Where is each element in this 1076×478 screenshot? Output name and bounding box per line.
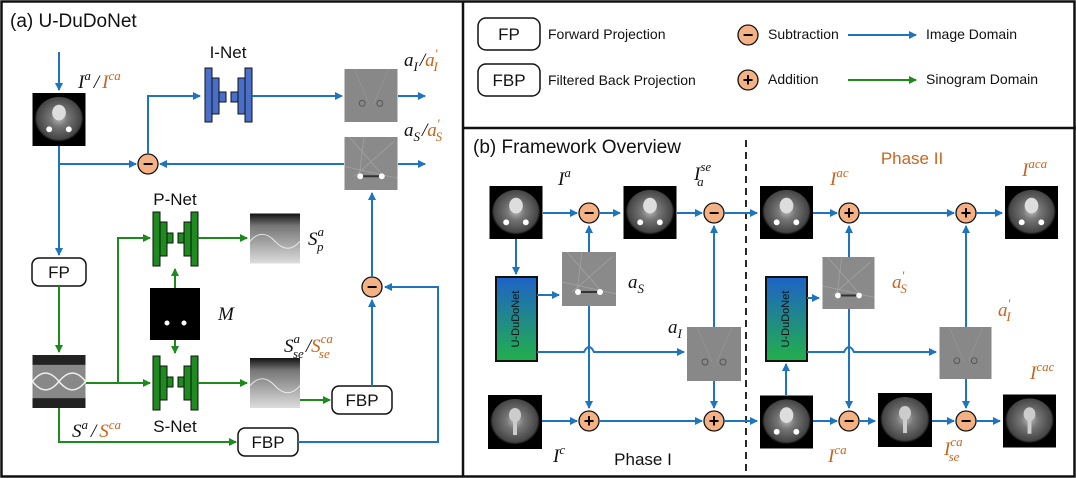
icase-image bbox=[878, 393, 932, 447]
ic-image bbox=[488, 395, 542, 449]
legend-fp-text: Forward Projection bbox=[548, 26, 666, 42]
plus-symbol: + bbox=[709, 411, 720, 431]
ai2-label: a′ I bbox=[998, 296, 1011, 324]
ic-label: Ic bbox=[552, 442, 565, 467]
ududonet-label-2: U-DuDoNet bbox=[780, 291, 792, 348]
legend-fp-box-label: FP bbox=[498, 25, 520, 44]
fbp-label-1: FBP bbox=[345, 391, 378, 410]
legend-fbp-box-label: FBP bbox=[492, 71, 525, 90]
as-label: aS bbox=[628, 272, 645, 296]
sinogram-sp-image bbox=[250, 213, 300, 264]
legend-add-text: Addition bbox=[768, 71, 819, 87]
as2-label: a′ S bbox=[892, 268, 907, 296]
inet-block bbox=[204, 67, 253, 123]
iac-label: Iac bbox=[829, 165, 849, 190]
fbp-box-1 bbox=[331, 385, 393, 415]
legend-minus-symbol: − bbox=[743, 25, 754, 45]
iaca-image bbox=[1005, 186, 1058, 239]
input-label: Ia / Ica bbox=[77, 68, 121, 93]
snet-block bbox=[152, 355, 199, 411]
as2-image bbox=[822, 257, 875, 309]
legend: FP Forward Projection FBP Filtered Back … bbox=[477, 17, 1038, 97]
mask-image bbox=[150, 288, 200, 340]
input-sinogram-image bbox=[32, 355, 86, 408]
iaca-label: Iaca bbox=[1021, 156, 1048, 181]
plus-symbol: + bbox=[584, 411, 595, 431]
aS-label: aS/a′ S bbox=[404, 116, 443, 144]
artifact-image-aI bbox=[344, 69, 398, 122]
ica-label: Ica bbox=[827, 442, 847, 467]
minus-symbol: − bbox=[143, 154, 154, 174]
panel-b-title: (b) Framework Overview bbox=[473, 137, 681, 158]
ia-label: Ia bbox=[557, 165, 571, 190]
minus-symbol: − bbox=[709, 203, 720, 223]
minus-symbol: − bbox=[584, 203, 595, 223]
legend-subtraction-icon bbox=[737, 24, 759, 46]
ai2-image bbox=[939, 327, 992, 379]
minus-symbol: − bbox=[844, 411, 855, 431]
plus-symbol: + bbox=[844, 203, 855, 223]
fp-label: FP bbox=[48, 263, 70, 282]
minus-symbol: − bbox=[961, 411, 972, 431]
iac-image bbox=[760, 186, 813, 239]
ududonet-block-2 bbox=[765, 276, 808, 362]
legend-addition-icon bbox=[737, 69, 759, 91]
panel-b: (b) Framework Overview Phase II Phase I … bbox=[473, 137, 1058, 476]
input-ct-image bbox=[32, 93, 86, 146]
panel-a: (a) U-DuDoNet Ia / Ica − I-Net aI/a′ I aS/a… bbox=[10, 11, 443, 457]
pnet-block bbox=[152, 211, 199, 267]
phase2-label: Phase II bbox=[881, 149, 943, 168]
legend-fbp-text: Filtered Back Projection bbox=[548, 72, 696, 88]
phase1-label: Phase I bbox=[614, 450, 672, 469]
inet-label: I-Net bbox=[210, 43, 247, 62]
legend-fbp-box bbox=[477, 63, 541, 97]
artifact-image-aS bbox=[344, 137, 398, 190]
snet-label: S-Net bbox=[153, 417, 197, 436]
iase-image bbox=[623, 186, 677, 239]
sse-label: Sa se/Sca se bbox=[284, 331, 333, 361]
ai-label: aI bbox=[668, 317, 683, 341]
ududonet-label-1: U-DuDoNet bbox=[510, 291, 522, 348]
icac-label: Icac bbox=[1029, 359, 1055, 384]
legend-sub-text: Subtraction bbox=[768, 26, 839, 42]
legend-plus-symbol: + bbox=[743, 70, 754, 90]
fbp-label-2: FBP bbox=[251, 433, 284, 452]
icase-label: Ica se bbox=[943, 434, 963, 464]
icac-image bbox=[1003, 394, 1056, 448]
mask-label: M bbox=[217, 304, 235, 325]
legend-sinogram-domain-text: Sinogram Domain bbox=[926, 71, 1038, 87]
ududonet-block-1 bbox=[495, 276, 538, 362]
minus-symbol: − bbox=[367, 277, 378, 297]
s-label: Sa / Sca bbox=[72, 417, 122, 442]
plus-symbol: + bbox=[961, 203, 972, 223]
legend-image-domain-text: Image Domain bbox=[926, 26, 1017, 42]
ia-image bbox=[489, 186, 543, 239]
aI-label: aI/a′ I bbox=[404, 46, 438, 74]
sinogram-sse-image bbox=[250, 357, 300, 409]
iase-label: Ise a bbox=[693, 159, 711, 189]
sp-label: Sa p bbox=[308, 224, 325, 254]
ai-image bbox=[687, 327, 741, 381]
legend-fp-box bbox=[477, 17, 541, 51]
panel-a-title: (a) U-DuDoNet bbox=[10, 11, 137, 32]
ica-image bbox=[760, 395, 813, 449]
pnet-label: P-Net bbox=[153, 190, 197, 209]
as-image bbox=[562, 252, 616, 306]
